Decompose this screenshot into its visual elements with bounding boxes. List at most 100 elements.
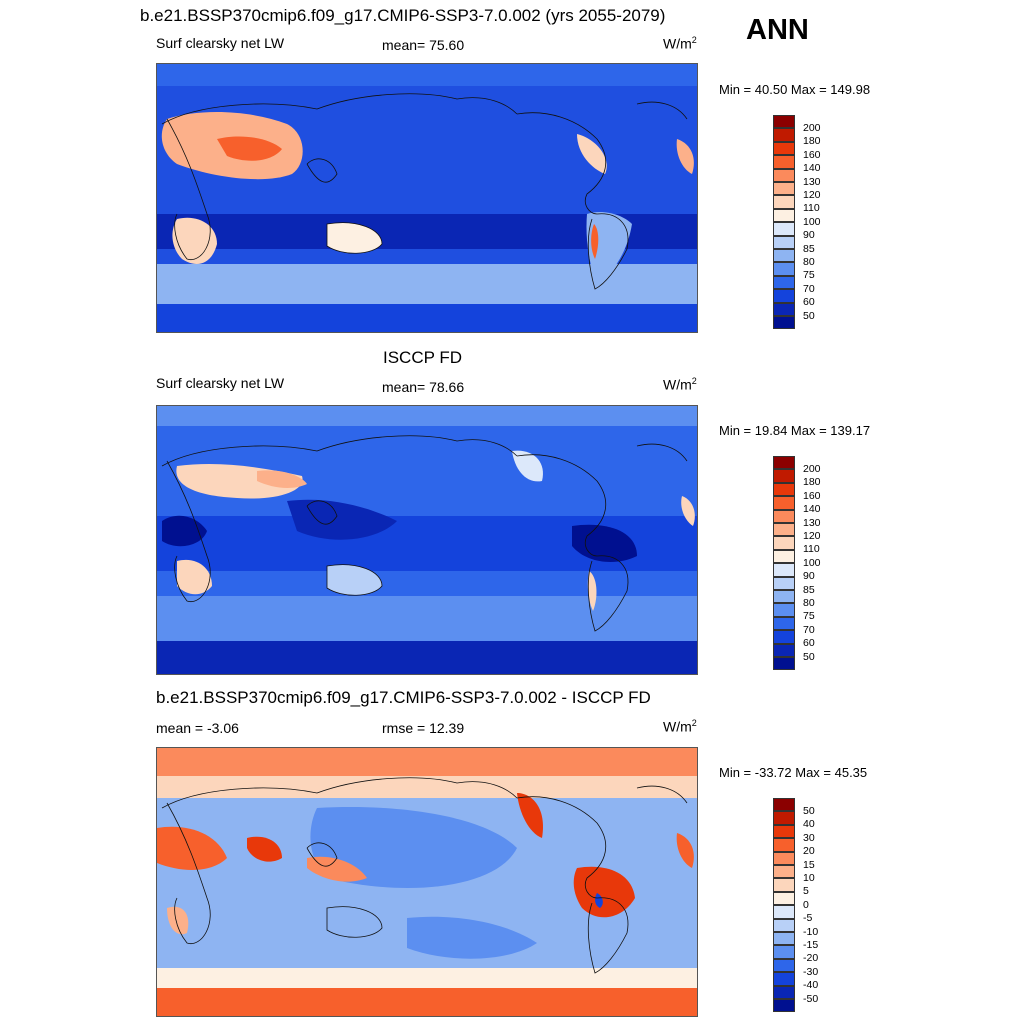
panel-obs-map <box>156 405 698 675</box>
southern-band <box>157 596 697 641</box>
colorbar-swatch <box>773 208 795 223</box>
arabia-warm <box>257 470 307 488</box>
southern-band <box>157 968 697 988</box>
andes-warm <box>587 571 597 611</box>
panel-obs-colorbar: 200 180 160 140 130 120 110 100 90 85 80 75 70 60 50 <box>773 456 821 671</box>
colorbar-tick-label: 80 <box>803 596 815 609</box>
colorbar-tick-label: -20 <box>803 952 819 965</box>
panel-model-colorbar: 200 180 160 140 130 120 110 100 90 85 80 75 70 60 50 <box>773 115 821 330</box>
colorbar-tick-label: 85 <box>803 583 815 596</box>
australia <box>327 564 382 596</box>
colorbar-tick-label: 10 <box>803 871 815 884</box>
panel-model-map <box>156 63 698 333</box>
colorbar-swatch <box>773 985 795 999</box>
arctic-band <box>157 64 697 86</box>
colorbar-tick-label: 160 <box>803 148 821 161</box>
amazon-dark <box>572 524 637 562</box>
colorbar-tick-label: 90 <box>803 570 815 583</box>
colorbar-swatch <box>773 302 795 316</box>
panel-diff-minmax: Min = -33.72 Max = 45.35 <box>719 765 868 780</box>
colorbar-swatch <box>773 536 795 550</box>
colorbar-swatch <box>773 469 795 483</box>
coastlines <box>161 435 688 632</box>
colorbar-swatch <box>773 851 795 865</box>
colorbar-tick-label: 100 <box>803 556 821 569</box>
arctic-band <box>157 748 697 776</box>
colorbar-swatch <box>773 630 795 644</box>
panel-model-minmax: Min = 40.50 Max = 149.98 <box>719 82 871 97</box>
colorbar-tick-label: 15 <box>803 858 815 871</box>
colorbar-tick-label: -15 <box>803 938 819 951</box>
colorbar-swatch <box>773 603 795 617</box>
colorbar-swatch <box>773 958 795 973</box>
coastlines <box>161 777 688 974</box>
south-america <box>586 212 632 284</box>
south-pacific-cool <box>407 916 537 959</box>
colorbar-swatch <box>773 616 795 631</box>
colorbar-tick-label: 140 <box>803 162 821 175</box>
sahara-hotspot <box>217 136 282 161</box>
colorbar-tick-label: -40 <box>803 979 819 992</box>
colorbar-tick-label: 80 <box>803 255 815 268</box>
colorbar-tick-label: 70 <box>803 623 815 636</box>
colorbar-swatch <box>773 838 795 852</box>
colorbar-tick-label: 160 <box>803 489 821 502</box>
colorbar-swatch <box>773 918 795 932</box>
colorbar-swatch <box>773 865 795 879</box>
panel-diff-units: W/m2 <box>663 718 697 735</box>
colorbar-tick-label: 50 <box>803 309 815 322</box>
southern-africa <box>172 217 217 264</box>
colorbar-tick-label: 40 <box>803 818 815 831</box>
colorbar-swatch <box>773 316 795 330</box>
colorbar-swatch <box>773 824 795 839</box>
panel-diff-map-svg <box>157 748 697 1016</box>
colorbar-tick-label: 200 <box>803 462 821 475</box>
colorbar-swatch <box>773 262 795 276</box>
subarctic-band <box>157 776 697 798</box>
colorbar-tick-label: 60 <box>803 637 815 650</box>
antarctic-band <box>157 304 697 332</box>
colorbar-swatch <box>773 878 795 892</box>
southern-africa-warm <box>167 906 189 935</box>
colorbar-swatch <box>773 576 795 590</box>
panel-model-mean-label: mean= 75.60 <box>382 37 465 53</box>
south-america-cold-spot <box>595 893 603 908</box>
colorbar-tick-label: 5 <box>803 885 809 898</box>
colorbar-tick-label: 50 <box>803 804 815 817</box>
colorbar-swatch <box>773 482 795 497</box>
panel-model-variable-label: Surf clearsky net LW <box>156 35 285 51</box>
colorbar-tick-label: 120 <box>803 529 821 542</box>
colorbar-tick-label: 110 <box>803 202 820 215</box>
australia <box>327 222 382 254</box>
arctic-band <box>157 406 697 426</box>
colorbar-swatch <box>773 195 795 209</box>
panel-obs-variable-label: Surf clearsky net LW <box>156 375 285 391</box>
colorbar-tick-label: 130 <box>803 175 821 188</box>
africa-warm <box>157 826 227 870</box>
panel-diff-map <box>156 747 698 1017</box>
east-edge-warm <box>676 139 694 174</box>
colorbar-swatch <box>773 289 795 303</box>
colorbar-tick-label: 85 <box>803 242 815 255</box>
colorbar-tick-label: -5 <box>803 912 813 925</box>
colorbar-tick-label: 20 <box>803 845 815 858</box>
antarctic-band <box>157 641 697 674</box>
colorbar-tick-label: 70 <box>803 282 815 295</box>
colorbar-swatch <box>773 549 795 564</box>
south-america-hotspot <box>573 866 635 918</box>
colorbar-tick-label: 200 <box>803 121 821 134</box>
colorbar-swatch <box>773 563 795 577</box>
north-america <box>512 450 543 482</box>
colorbar-swatch <box>773 905 795 919</box>
panel-obs-mean-label: mean= 78.66 <box>382 379 465 395</box>
india-hotspot <box>247 836 282 862</box>
colorbar-swatch <box>773 811 795 825</box>
panel-diff-colorbar: 50 40 30 20 15 10 5 0 -5 -10 -15 -20 -30 -40 -50 <box>773 798 818 1013</box>
panel-diff-mean-label: mean = -3.06 <box>156 720 239 736</box>
colorbar-tick-label: 180 <box>803 135 821 148</box>
panel-model-units: W/m2 <box>663 35 697 52</box>
east-edge-warm <box>676 833 694 868</box>
colorbar-swatch <box>773 972 795 986</box>
colorbar-tick-label: 75 <box>803 269 815 282</box>
colorbar-swatch <box>773 932 795 946</box>
